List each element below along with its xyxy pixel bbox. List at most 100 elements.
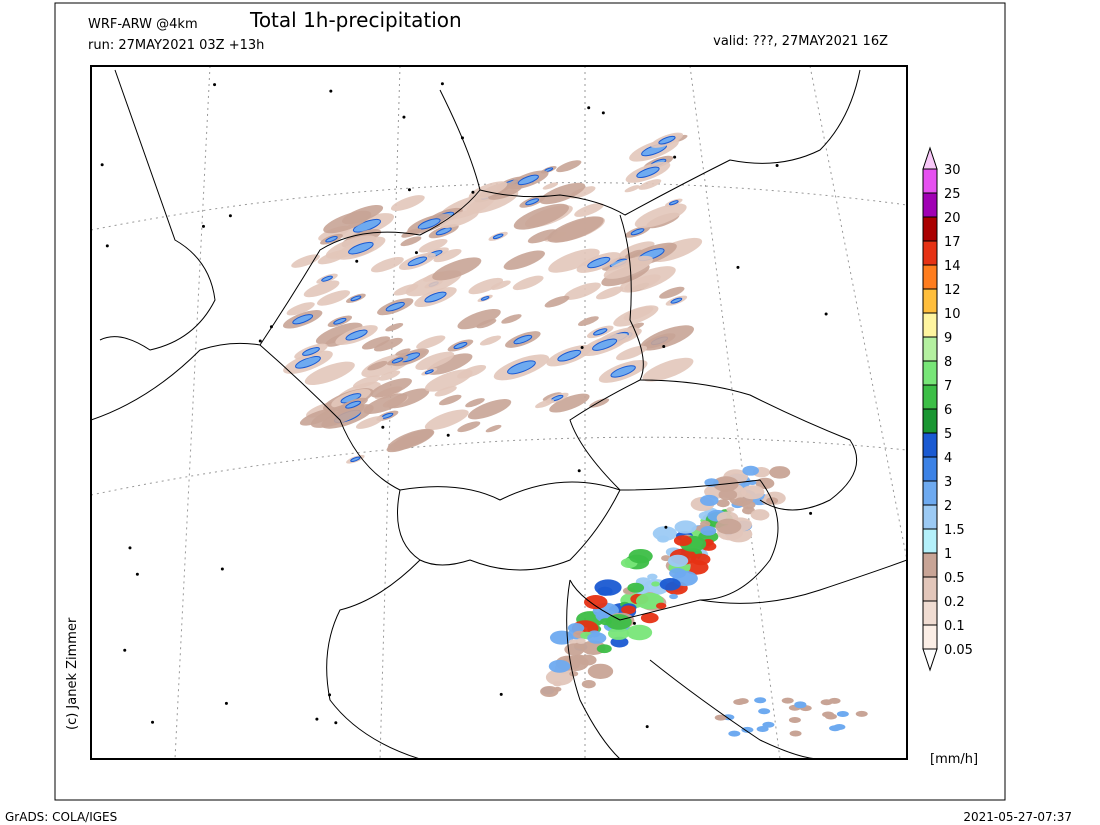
city-dot [824, 312, 828, 316]
storm-cell [640, 612, 659, 624]
rain-core [417, 218, 441, 230]
colorbar-box [922, 624, 938, 650]
storm-cell [628, 548, 653, 564]
city-dot [228, 214, 232, 218]
colorbar-label: 0.5 [944, 571, 965, 586]
rain-cell [291, 254, 320, 268]
city-dot [355, 259, 359, 263]
rain-cell [613, 305, 659, 327]
storm-cell [716, 499, 730, 508]
colorbar-box [922, 336, 938, 362]
city-dot [673, 155, 677, 159]
rain-core [587, 256, 611, 269]
colorbar-box [922, 600, 938, 626]
rain-cell [855, 710, 868, 717]
storm-cell [651, 581, 660, 587]
colorbar-label: 6 [944, 403, 952, 418]
city-dot [499, 692, 503, 696]
rain-cell [589, 398, 610, 408]
rain-cell [418, 238, 448, 253]
rain-core [321, 275, 333, 282]
city-dot [587, 106, 591, 110]
rain-cell [355, 416, 384, 429]
city-dot [334, 721, 338, 725]
city-dot [258, 339, 262, 343]
storm-cell [715, 518, 742, 535]
rain-cell [527, 229, 558, 244]
colorbar-box [922, 288, 938, 314]
rain-cell [373, 337, 403, 352]
rain-cell [741, 726, 754, 733]
storm-cell [659, 578, 681, 591]
colorbar-label: 30 [944, 163, 961, 178]
rain-cell [426, 353, 473, 375]
city-dot [407, 188, 411, 192]
rain-cell [624, 274, 661, 292]
colorbar-label: 17 [944, 235, 961, 250]
rain-core [453, 341, 468, 350]
storm-cell [545, 669, 574, 686]
rain-cell [659, 286, 685, 299]
city-dot [329, 89, 333, 93]
run: run: 27MAY2021 03Z +13h [88, 38, 264, 53]
city-dot [775, 163, 779, 167]
rain-cell [424, 409, 469, 431]
rain-cell [642, 357, 694, 382]
storm-cell [567, 623, 585, 633]
colorbar-label: 4 [944, 451, 952, 466]
rain-core [557, 349, 582, 362]
city-dot [224, 701, 228, 705]
rain-core [333, 317, 347, 325]
rain-cell [433, 248, 462, 263]
rain-cell [370, 378, 412, 398]
colorbar-label: 9 [944, 331, 952, 346]
colorbar-box [922, 432, 938, 458]
rain-cell [828, 697, 841, 704]
city-dot [577, 469, 581, 473]
storm-cell [578, 654, 597, 666]
rain-cell [549, 393, 590, 413]
rain-cell [542, 182, 559, 190]
storm-cell [584, 595, 608, 610]
rain-cell [378, 370, 401, 381]
colorbar-box [922, 408, 938, 434]
rain-core [610, 365, 636, 378]
colorbar-box [922, 312, 938, 338]
colorbar-box [922, 552, 938, 578]
rain-cell [758, 708, 771, 715]
city-dot [662, 345, 666, 349]
rain-cell [513, 203, 569, 230]
storm-cell [587, 632, 607, 644]
unit: [mm/h] [930, 752, 978, 767]
rain-cell [395, 348, 411, 356]
rain-cell [640, 325, 694, 351]
rain-cell [467, 399, 512, 420]
colorbar-label: 1 [944, 547, 952, 562]
city-dot [402, 115, 406, 119]
rain-cell [468, 277, 504, 295]
storm-cell [647, 573, 658, 580]
rain-cell [485, 424, 502, 433]
rain-cell [547, 216, 604, 243]
storm-cell [564, 643, 585, 656]
storm-cell [700, 494, 719, 506]
rain-cell [361, 336, 391, 350]
colorbar-label: 14 [944, 259, 961, 274]
city-dot [580, 345, 584, 349]
rain-cell [556, 160, 582, 173]
colorbar-label: 1.5 [944, 523, 965, 538]
city-dot [809, 511, 813, 515]
city-dot [315, 717, 319, 721]
storm-cell [741, 485, 765, 500]
colorbar-box [922, 168, 938, 194]
rain-cell [754, 697, 767, 704]
storm-cell [569, 671, 579, 677]
rain-core [348, 241, 374, 255]
rain-cell [616, 345, 648, 361]
rain-cell [563, 282, 601, 300]
rain-cell [400, 236, 422, 247]
rain-core [593, 328, 608, 336]
rain-cell [548, 248, 600, 273]
colorbar-box [922, 240, 938, 266]
rain-core [385, 301, 405, 312]
